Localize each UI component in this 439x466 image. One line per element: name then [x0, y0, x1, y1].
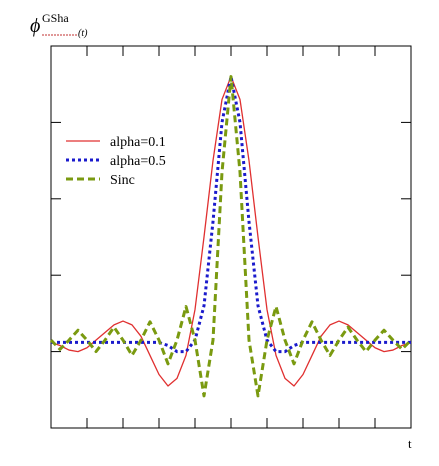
legend-label: Sinc	[110, 173, 135, 188]
line-series	[51, 75, 411, 354]
legend-label: alpha=0.5	[110, 154, 166, 169]
y-label-superscript: GSha	[42, 11, 69, 25]
plot-frame	[50, 45, 412, 429]
x-label: t	[408, 436, 412, 451]
y-label-subscript: (t)	[78, 28, 88, 39]
line-series	[49, 75, 413, 398]
legend-label: alpha=0.1	[110, 135, 166, 150]
y-label-symbol: ϕ	[30, 15, 40, 37]
